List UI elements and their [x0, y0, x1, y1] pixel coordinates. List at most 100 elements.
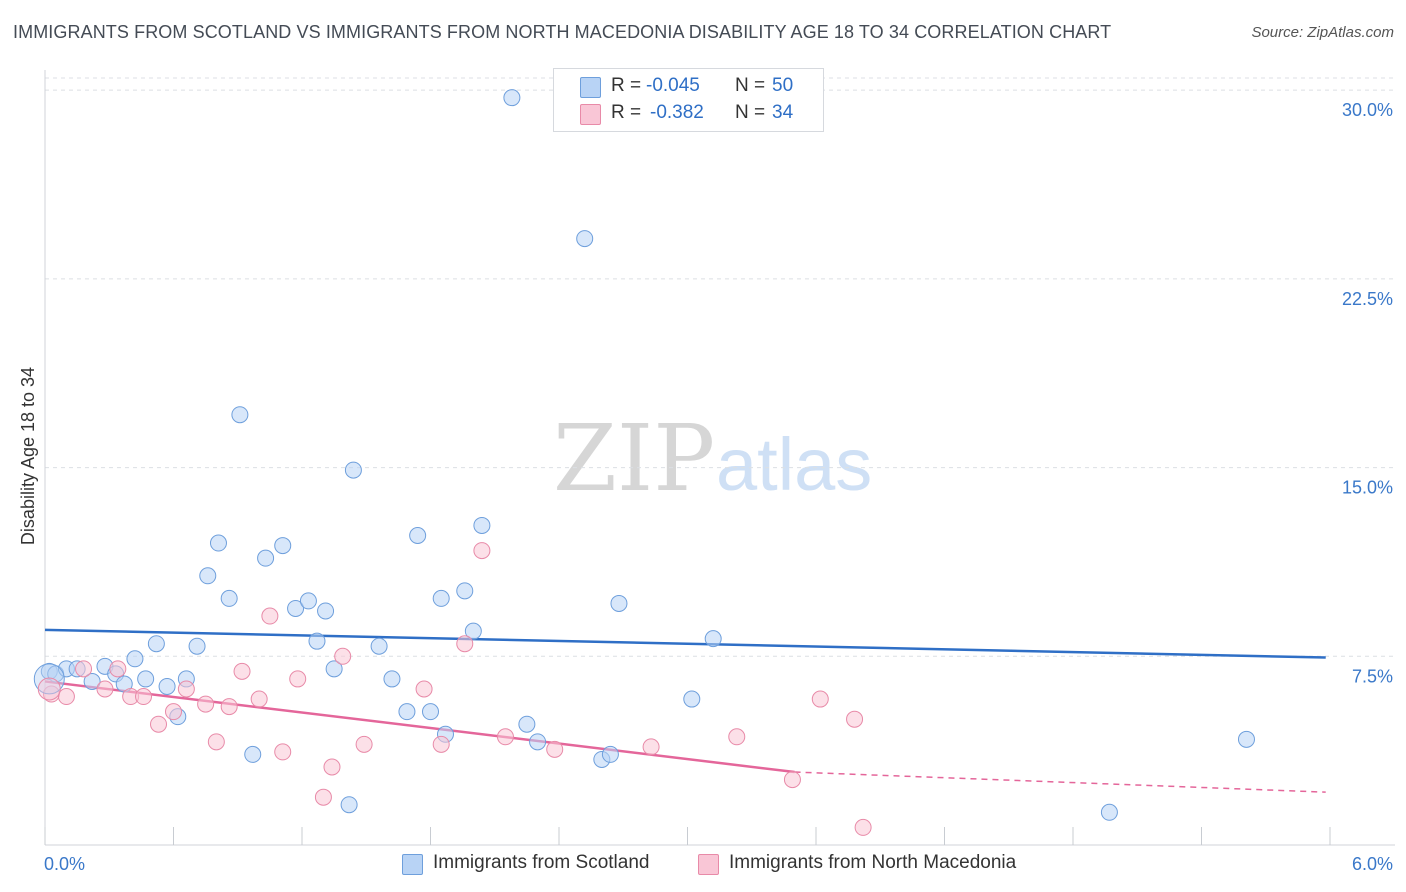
- north-macedonia-point: [233, 662, 251, 680]
- source-credit: Source: ZipAtlas.com: [1251, 24, 1394, 41]
- chart-title: IMMIGRANTS FROM SCOTLAND VS IMMIGRANTS F…: [13, 22, 1112, 42]
- north-macedonia-point: [274, 743, 292, 761]
- scotland-point: [1100, 803, 1118, 821]
- scotland-point: [409, 527, 427, 545]
- legend-n-value: 50: [772, 75, 794, 96]
- bottom-legend-label-scotland: Immigrants from Scotland: [433, 852, 650, 873]
- legend-swatch-scotland: [580, 77, 601, 98]
- scotland-point: [370, 637, 388, 655]
- scotland-point: [683, 690, 701, 708]
- north-macedonia-point: [642, 738, 660, 756]
- y-tick-label: 7.5%: [1352, 666, 1393, 686]
- north-macedonia-point: [261, 607, 279, 625]
- north-macedonia-point: [728, 728, 746, 746]
- north-macedonia-point: [415, 680, 433, 698]
- north-macedonia-trendline-extension: [794, 771, 1326, 793]
- scotland-point: [147, 635, 165, 653]
- scotland-point: [199, 567, 217, 585]
- north-macedonia-point: [207, 733, 225, 751]
- scotland-point: [398, 703, 416, 721]
- scotland-point: [287, 599, 305, 617]
- north-macedonia-point: [496, 728, 514, 746]
- tick-labels: 7.5% 15.0% 22.5% 30.0% 0.0% 6.0%: [44, 100, 1393, 874]
- gridlines: [45, 77, 1395, 657]
- scotland-point: [576, 230, 594, 248]
- y-tick-label: 22.5%: [1342, 289, 1393, 309]
- scotland-point: [158, 677, 176, 695]
- scotland-point: [325, 660, 343, 678]
- scotland-point: [432, 589, 450, 607]
- north-macedonia-point: [811, 690, 829, 708]
- north-macedonia-point: [334, 647, 352, 665]
- north-macedonia-point: [783, 771, 801, 789]
- north-macedonia-point: [289, 670, 307, 688]
- north-macedonia-point: [314, 788, 332, 806]
- north-macedonia-point: [135, 688, 153, 706]
- scotland-trendline: [44, 628, 1326, 659]
- north-macedonia-point: [546, 740, 564, 758]
- scotland-point: [473, 516, 491, 534]
- north-macedonia-point: [846, 710, 864, 728]
- y-tick-label: 15.0%: [1342, 478, 1393, 498]
- scotland-point: [704, 630, 722, 648]
- scotland-point: [610, 594, 628, 612]
- scotland-cluster-point: [33, 663, 65, 695]
- axes: [44, 70, 1395, 846]
- legend-r-value: -0.382: [650, 102, 704, 123]
- north-macedonia-point: [75, 660, 93, 678]
- legend-r-label: R =: [611, 75, 642, 96]
- trendlines: [44, 628, 1326, 793]
- watermark: ZIP atlas: [553, 405, 872, 512]
- north-macedonia-point: [96, 680, 114, 698]
- scotland-point: [299, 592, 317, 610]
- scotland-point: [231, 406, 249, 424]
- scotland-point: [344, 461, 362, 479]
- legend-swatch-north-macedonia: [580, 104, 601, 125]
- legend-r-label: R =: [611, 102, 642, 123]
- north-macedonia-point: [854, 818, 872, 836]
- watermark-atlas: atlas: [716, 423, 872, 506]
- north-macedonia-point: [150, 715, 168, 733]
- north-macedonia-point: [109, 660, 127, 678]
- scotland-point: [383, 670, 401, 688]
- north-macedonia-cluster-point: [37, 677, 61, 701]
- scotland-point: [529, 733, 547, 751]
- north-macedonia-point: [177, 680, 195, 698]
- north-macedonia-point: [456, 635, 474, 653]
- legend-n-value: 34: [772, 102, 794, 123]
- scotland-point: [308, 632, 326, 650]
- scotland-point: [503, 89, 521, 107]
- north-macedonia-point: [250, 690, 268, 708]
- north-macedonia-point: [432, 735, 450, 753]
- scotland-point: [83, 672, 101, 690]
- scotland-point: [340, 796, 358, 814]
- north-macedonia-point: [197, 695, 215, 713]
- north-macedonia-point: [220, 698, 238, 716]
- north-macedonia-point: [355, 735, 373, 753]
- scotland-point: [1237, 730, 1255, 748]
- correlation-legend: R = -0.045 N = 50 R = -0.382 N = 34: [553, 68, 824, 132]
- watermark-zip: ZIP: [553, 405, 715, 512]
- scotland-point: [257, 549, 275, 567]
- legend-n-label: N =: [735, 102, 766, 123]
- scotland-point: [317, 602, 335, 620]
- x-tick-label: 0.0%: [44, 854, 85, 874]
- legend-n-label: N =: [735, 75, 766, 96]
- scotland-point: [126, 650, 144, 668]
- scotland-point: [188, 637, 206, 655]
- y-tick-label: 30.0%: [1342, 100, 1393, 120]
- bottom-legend-swatch-scotland: [402, 854, 423, 875]
- scotland-point: [464, 622, 482, 640]
- north-macedonia-point: [165, 703, 182, 721]
- scotland-point: [209, 534, 227, 552]
- y-axis-label: Disability Age 18 to 34: [18, 367, 38, 545]
- data-points: [33, 89, 1255, 836]
- scotland-point: [422, 703, 439, 721]
- scotland-point: [274, 537, 292, 555]
- x-tick-label: 6.0%: [1352, 854, 1393, 874]
- scotland-point: [220, 589, 238, 607]
- scotland-point: [456, 582, 474, 600]
- north-macedonia-point: [323, 758, 341, 776]
- bottom-legend-swatch-north-macedonia: [698, 854, 719, 875]
